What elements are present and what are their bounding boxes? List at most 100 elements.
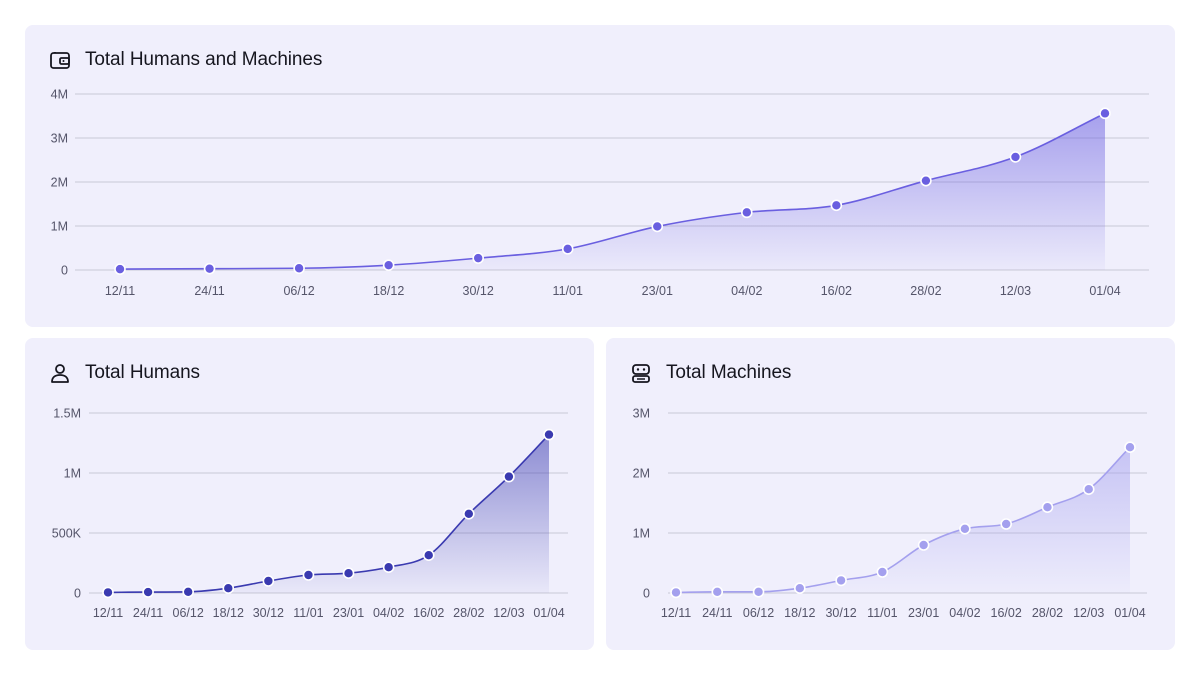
data-point bbox=[262, 575, 275, 587]
data-point bbox=[670, 586, 682, 599]
x-tick-label: 30/12 bbox=[463, 284, 494, 298]
data-point bbox=[222, 582, 235, 594]
x-tick-label: 24/11 bbox=[194, 284, 224, 298]
data-point bbox=[382, 561, 395, 573]
x-tick-label: 11/01 bbox=[867, 606, 897, 620]
data-point bbox=[302, 569, 315, 581]
chart-total-plot: 0 1M 2M 3M 4M 12/11 24/11 06/12 18/12 30/12 11/01 2… bbox=[51, 88, 1149, 298]
x-tick-label: 12/11 bbox=[105, 284, 135, 298]
chart-card-machines: Total Machines 0 1M 2M 3M 12/11 24/11 06/12 18/… bbox=[606, 338, 1175, 650]
chart-header: Total Humans and Machines bbox=[49, 47, 322, 73]
x-tick-label: 01/04 bbox=[533, 606, 564, 620]
data-point bbox=[422, 549, 435, 561]
x-tick-label: 23/01 bbox=[908, 606, 939, 620]
x-tick-label: 16/02 bbox=[821, 284, 852, 298]
x-tick-label: 12/11 bbox=[93, 606, 123, 620]
data-point bbox=[203, 262, 216, 275]
data-point bbox=[142, 586, 154, 598]
chart-header: Total Machines bbox=[630, 360, 791, 386]
x-tick-label: 23/01 bbox=[333, 606, 364, 620]
data-point bbox=[920, 174, 932, 187]
chart-humans-plot: 0 500K 1M 1.5M 12/11 24/11 06/12 18/12 30/12 11/0… bbox=[52, 407, 568, 620]
y-tick-label: 3M bbox=[633, 407, 650, 421]
y-tick-label: 1M bbox=[633, 527, 650, 541]
chart-title: Total Humans and Machines bbox=[85, 49, 323, 70]
x-tick-label: 06/12 bbox=[743, 606, 774, 620]
series-line bbox=[119, 112, 1106, 270]
x-tick-label: 24/11 bbox=[702, 606, 732, 620]
data-point bbox=[182, 586, 194, 598]
x-tick-label: 23/01 bbox=[642, 284, 673, 298]
x-tick-label: 12/03 bbox=[493, 606, 524, 620]
data-point bbox=[741, 206, 753, 219]
data-point bbox=[917, 539, 930, 551]
x-tick-label: 18/12 bbox=[373, 284, 404, 298]
data-point bbox=[102, 586, 114, 599]
x-tick-label: 16/02 bbox=[991, 606, 1022, 620]
x-tick-label: 12/03 bbox=[1073, 606, 1104, 620]
data-point bbox=[876, 566, 889, 578]
series-area bbox=[108, 434, 549, 593]
y-tick-label: 500K bbox=[52, 527, 82, 541]
data-point bbox=[830, 199, 843, 212]
y-tick-label: 1M bbox=[64, 467, 81, 481]
series-area bbox=[676, 447, 1130, 593]
y-tick-label: 0 bbox=[643, 587, 650, 601]
x-tick-label: 01/04 bbox=[1114, 606, 1145, 620]
y-tick-label: 2M bbox=[633, 467, 650, 481]
data-point bbox=[1099, 107, 1111, 120]
x-tick-label: 30/12 bbox=[253, 606, 284, 620]
y-tick-label: 3M bbox=[51, 132, 68, 146]
x-tick-label: 28/02 bbox=[453, 606, 484, 620]
data-point bbox=[472, 252, 484, 264]
x-tick-label: 06/12 bbox=[173, 606, 204, 620]
data-point bbox=[463, 508, 475, 520]
x-tick-label: 11/01 bbox=[553, 284, 583, 298]
y-tick-label: 4M bbox=[51, 88, 68, 102]
data-point bbox=[835, 574, 847, 587]
person-icon bbox=[51, 364, 69, 383]
data-point bbox=[561, 243, 574, 255]
chart-title: Total Machines bbox=[666, 362, 792, 383]
data-point bbox=[293, 262, 305, 275]
y-tick-label: 0 bbox=[61, 264, 68, 278]
data-point bbox=[794, 582, 806, 594]
data-point bbox=[1041, 501, 1054, 513]
x-tick-label: 01/04 bbox=[1089, 284, 1120, 298]
chart-card-humans: Total Humans 0 500K 1M 1.5M 12/11 24/11 06/12 1… bbox=[25, 338, 594, 650]
x-tick-label: 18/12 bbox=[784, 606, 815, 620]
x-tick-label: 16/02 bbox=[413, 606, 444, 620]
chart-card-total: Total Humans and Machines 0 1M 2M 3M 4M 12/11… bbox=[25, 25, 1175, 327]
y-tick-label: 2M bbox=[51, 176, 68, 190]
y-tick-label: 1.5M bbox=[53, 407, 81, 421]
data-point bbox=[651, 220, 664, 233]
x-tick-label: 04/02 bbox=[949, 606, 980, 620]
data-point bbox=[959, 523, 971, 535]
y-tick-label: 1M bbox=[51, 220, 68, 234]
x-tick-label: 28/02 bbox=[910, 284, 941, 298]
wallet-icon bbox=[50, 52, 70, 69]
data-point bbox=[503, 470, 515, 483]
x-tick-label: 04/02 bbox=[731, 284, 762, 298]
data-point bbox=[382, 259, 395, 271]
x-tick-label: 28/02 bbox=[1032, 606, 1063, 620]
chart-machines-plot: 0 1M 2M 3M 12/11 24/11 06/12 18/12 30/12 11/01 23/… bbox=[633, 407, 1147, 620]
x-tick-label: 06/12 bbox=[283, 284, 314, 298]
chart-title: Total Humans bbox=[85, 362, 200, 383]
data-point bbox=[711, 586, 724, 598]
x-tick-label: 12/03 bbox=[1000, 284, 1031, 298]
data-point bbox=[752, 586, 765, 598]
x-tick-label: 24/11 bbox=[133, 606, 163, 620]
x-tick-label: 30/12 bbox=[825, 606, 856, 620]
series-area bbox=[120, 113, 1105, 270]
x-tick-label: 12/11 bbox=[661, 606, 691, 620]
chart-header: Total Humans bbox=[49, 360, 200, 386]
data-point bbox=[1009, 151, 1022, 163]
x-tick-label: 18/12 bbox=[213, 606, 244, 620]
data-point bbox=[1082, 483, 1095, 495]
data-point bbox=[342, 567, 355, 579]
x-tick-label: 04/02 bbox=[373, 606, 404, 620]
data-point bbox=[1000, 518, 1012, 530]
x-tick-label: 11/01 bbox=[293, 606, 323, 620]
data-point bbox=[114, 263, 126, 275]
